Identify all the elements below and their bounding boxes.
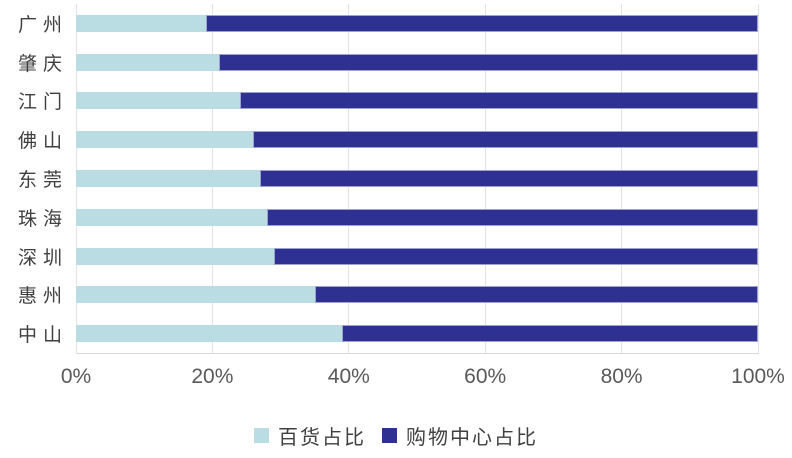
stacked-bar-深圳[interactable] bbox=[76, 247, 758, 265]
x-axis-line bbox=[76, 353, 759, 354]
segment-department-store[interactable] bbox=[76, 131, 254, 149]
segment-department-store[interactable] bbox=[76, 325, 342, 343]
stacked-bar-肇庆[interactable] bbox=[76, 53, 758, 71]
bar-row-佛山 bbox=[76, 120, 758, 159]
stacked-bar-东莞[interactable] bbox=[76, 170, 758, 188]
stacked-bar-佛山[interactable] bbox=[76, 131, 758, 149]
segment-shopping-mall[interactable] bbox=[341, 325, 758, 343]
segment-department-store[interactable] bbox=[76, 14, 206, 32]
segment-shopping-mall[interactable] bbox=[219, 53, 758, 71]
category-label-惠州: 惠州 bbox=[17, 286, 68, 308]
x-tick-label-80%: 80% bbox=[600, 365, 643, 388]
category-label-佛山: 佛山 bbox=[17, 131, 68, 153]
x-tick-label-20%: 20% bbox=[191, 365, 234, 388]
stacked-bar-广州[interactable] bbox=[76, 14, 758, 32]
x-tick-label-0%: 0% bbox=[60, 365, 92, 388]
category-label-广州: 广州 bbox=[17, 14, 68, 36]
segment-department-store[interactable] bbox=[76, 208, 267, 226]
legend-item-department-store: 百货占比 bbox=[254, 421, 366, 450]
category-label-东莞: 东莞 bbox=[17, 170, 68, 192]
segment-department-store[interactable] bbox=[76, 286, 315, 304]
segment-shopping-mall[interactable] bbox=[266, 208, 758, 226]
segment-shopping-mall[interactable] bbox=[314, 286, 758, 304]
bar-row-东莞 bbox=[76, 159, 758, 198]
stacked-bar-惠州[interactable] bbox=[76, 286, 758, 304]
x-tick-label-60%: 60% bbox=[464, 365, 507, 388]
x-tick-label-100%: 100% bbox=[731, 365, 785, 388]
legend-label-shopping-mall: 购物中心占比 bbox=[406, 426, 538, 449]
bar-row-江门 bbox=[76, 82, 758, 121]
category-label-江门: 江门 bbox=[17, 92, 68, 114]
segment-shopping-mall[interactable] bbox=[273, 247, 758, 265]
segment-department-store[interactable] bbox=[76, 53, 220, 71]
y-axis-labels: 广州 肇庆 江门 佛山 东莞 珠海 深圳 惠州 中山 bbox=[0, 4, 62, 353]
plot-area bbox=[75, 4, 759, 353]
bar-rows bbox=[76, 4, 758, 353]
bar-row-中山 bbox=[76, 314, 758, 353]
segment-shopping-mall[interactable] bbox=[253, 131, 758, 149]
segment-department-store[interactable] bbox=[76, 92, 240, 110]
stacked-bar-江门[interactable] bbox=[76, 92, 758, 110]
bar-row-肇庆 bbox=[76, 43, 758, 82]
segment-shopping-mall[interactable] bbox=[239, 92, 758, 110]
x-tick-label-40%: 40% bbox=[327, 365, 370, 388]
bar-row-深圳 bbox=[76, 237, 758, 276]
segment-shopping-mall[interactable] bbox=[205, 14, 758, 32]
legend-label-department-store: 百货占比 bbox=[278, 426, 366, 449]
stacked-bar-中山[interactable] bbox=[76, 325, 758, 343]
category-label-中山: 中山 bbox=[17, 325, 68, 347]
segment-department-store[interactable] bbox=[76, 247, 274, 265]
legend-swatch-shopping-mall bbox=[382, 427, 397, 443]
legend: 百货占比 购物中心占比 bbox=[0, 418, 792, 452]
bar-row-广州 bbox=[76, 4, 758, 43]
gridline-100 bbox=[757, 4, 759, 353]
stacked-bar-珠海[interactable] bbox=[76, 208, 758, 226]
legend-item-shopping-mall: 购物中心占比 bbox=[382, 421, 538, 450]
category-label-肇庆: 肇庆 bbox=[17, 53, 68, 75]
segment-shopping-mall[interactable] bbox=[260, 170, 758, 188]
bar-row-惠州 bbox=[76, 275, 758, 314]
legend-swatch-department-store bbox=[254, 427, 269, 443]
bar-row-珠海 bbox=[76, 198, 758, 237]
category-label-珠海: 珠海 bbox=[17, 208, 68, 230]
category-label-深圳: 深圳 bbox=[17, 247, 68, 269]
segment-department-store[interactable] bbox=[76, 170, 261, 188]
x-axis-tick-labels: 0% 20% 40% 60% 80% 100% bbox=[61, 362, 785, 392]
